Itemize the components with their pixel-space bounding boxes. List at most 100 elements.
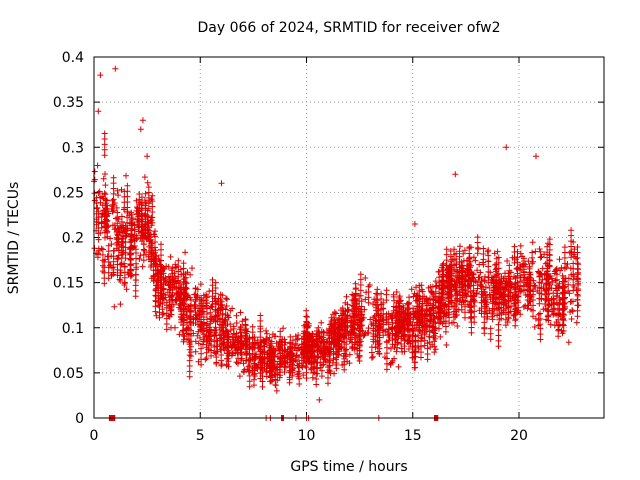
data-point [427,300,433,307]
data-point [122,244,129,251]
data-point [503,144,510,151]
data-point [344,358,351,365]
data-point [281,352,288,359]
data-point [103,205,110,212]
data-point [302,363,309,370]
data-point [555,301,561,308]
data-point [218,341,225,348]
data-point [103,200,110,207]
data-point [97,230,104,236]
data-point [526,264,533,270]
data-point [251,365,257,372]
data-point [372,299,379,306]
data-point [152,292,159,299]
data-point [387,360,394,367]
data-point [474,285,481,292]
data-point [442,328,449,335]
data-point [128,236,135,243]
data-point [230,331,237,338]
data-point [303,369,310,376]
data-point [106,262,113,269]
data-point [471,308,478,315]
data-point [447,280,453,287]
data-point [198,350,205,357]
data-point [110,180,117,187]
data-point [352,317,359,324]
data-point [178,284,185,291]
data-point [528,306,535,313]
data-point [561,295,567,302]
data-point [526,269,533,276]
data-point [561,265,568,272]
data-point [152,260,158,267]
data-point [136,256,143,262]
data-point [520,263,527,270]
data-point [487,330,494,337]
data-point [370,333,377,340]
data-point [383,314,390,320]
data-point [401,318,408,325]
data-point [212,285,219,291]
data-point [470,287,477,294]
data-point [168,301,175,308]
data-point [102,191,109,198]
y-tick-label: 0.15 [53,276,84,292]
data-point [266,350,273,357]
data-point [393,348,400,355]
data-point [536,279,543,286]
data-point [331,340,338,347]
data-point [101,152,108,159]
data-point [410,293,417,300]
data-point [263,327,269,334]
data-point [466,261,473,268]
data-point [556,280,563,287]
grid-layer [94,57,604,418]
data-point [418,312,425,319]
data-point [368,349,375,356]
data-point [154,270,161,277]
data-point [142,210,149,217]
data-point [398,313,405,320]
data-point [114,214,121,221]
data-point [150,256,157,263]
data-point [338,327,345,334]
data-point [113,204,120,211]
data-point [242,322,249,329]
data-point [195,321,202,328]
data-point [452,286,459,293]
data-point [145,184,152,191]
data-point [318,328,325,335]
data-point [449,276,456,283]
data-point [436,274,443,281]
data-point [296,370,303,377]
data-point [430,304,437,311]
data-point [266,355,273,362]
data-point [546,263,553,270]
data-point [304,314,310,320]
data-point [412,343,419,349]
data-point [525,258,532,265]
data-point [213,348,220,355]
data-point [414,319,421,326]
data-point [102,256,108,263]
data-point [465,262,472,269]
data-point [222,328,229,335]
data-point [419,335,425,342]
data-point [450,303,457,310]
data-point [315,324,322,331]
data-point [471,299,478,305]
data-point [263,363,270,370]
data-point [536,300,543,307]
data-point [259,378,266,385]
data-point [159,311,166,318]
data-point [286,363,293,370]
data-point [315,330,322,337]
data-point [186,373,193,380]
data-point [124,209,131,216]
data-point [237,329,244,336]
data-point [187,343,194,350]
data-point [418,354,424,361]
data-point [167,253,174,260]
data-point [195,316,202,323]
data-point [145,189,152,196]
